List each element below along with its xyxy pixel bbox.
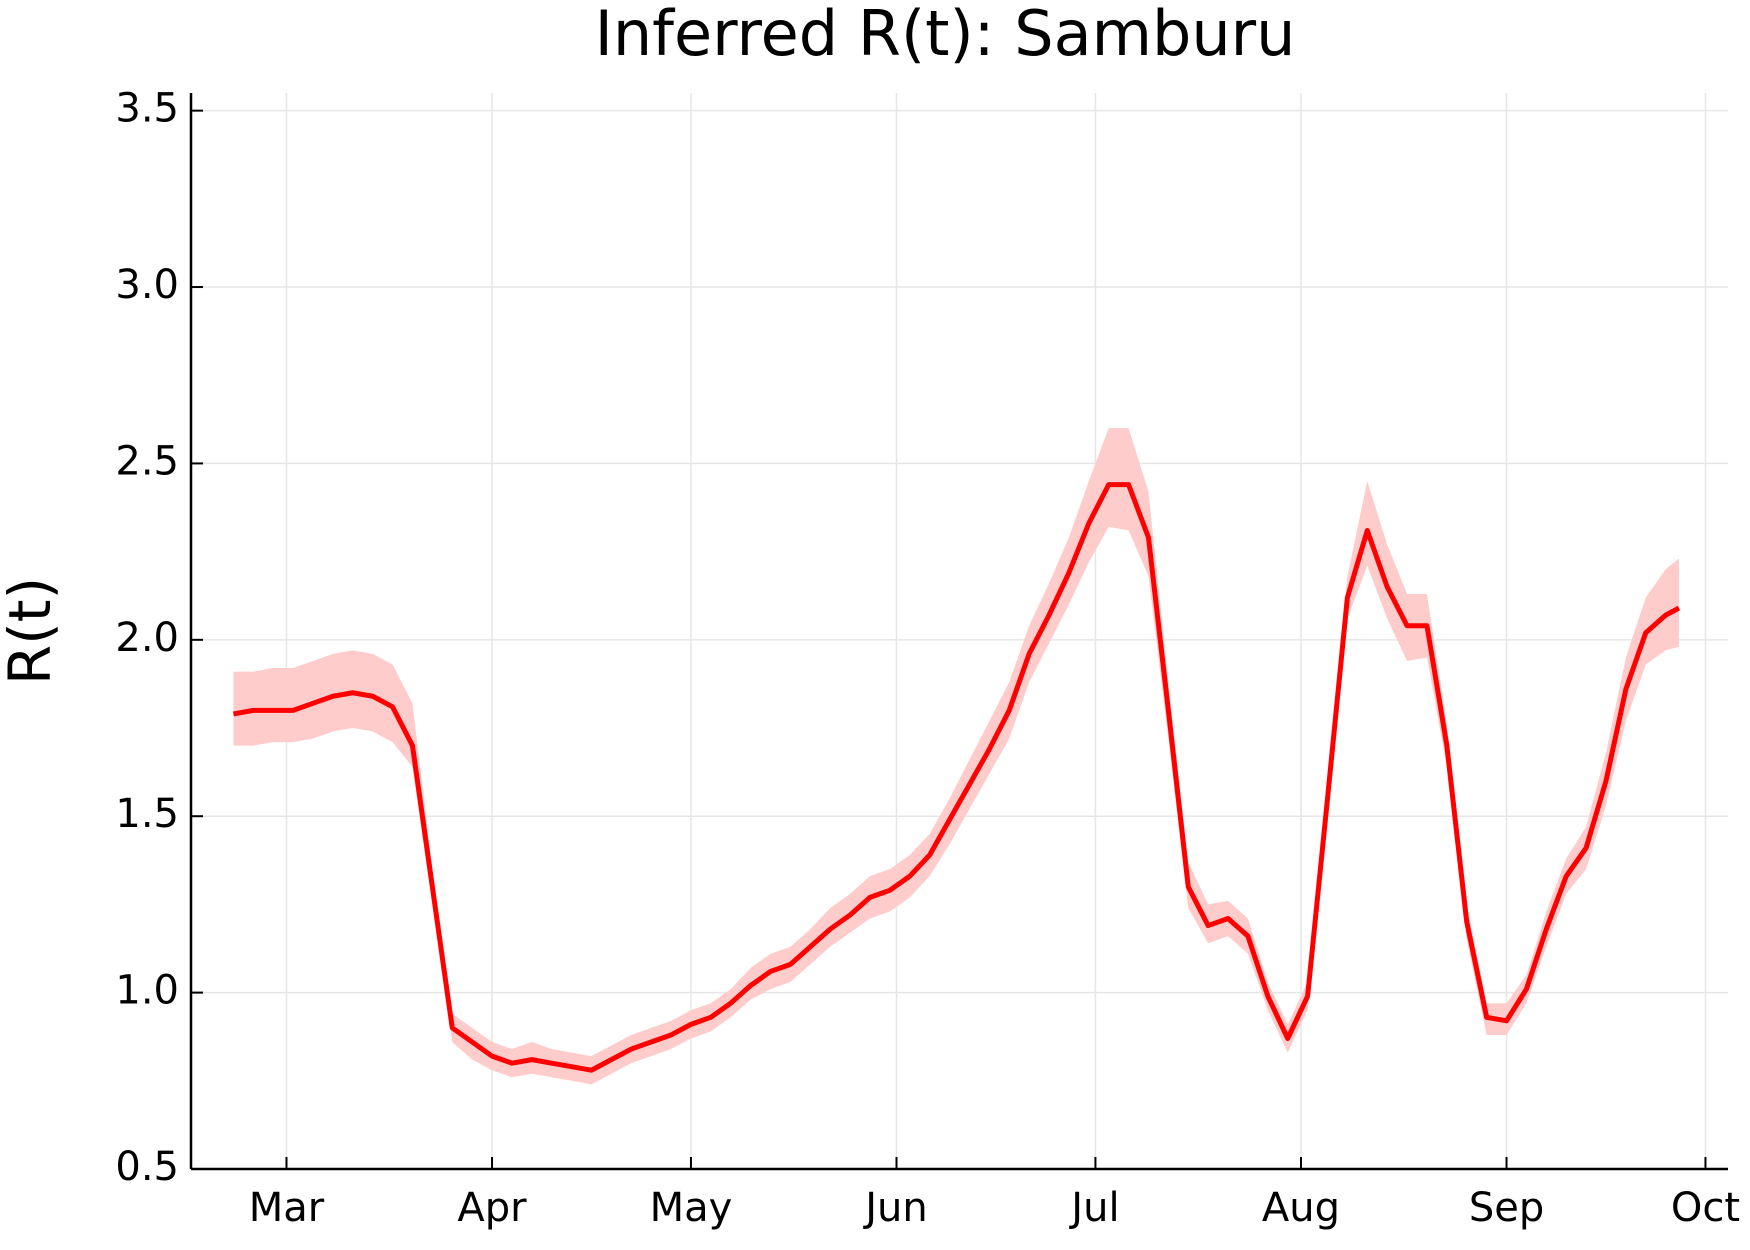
y-axis-label: R(t) xyxy=(0,577,64,685)
x-tick-label: Jun xyxy=(862,1185,928,1231)
y-tick-label: 1.5 xyxy=(115,791,179,837)
x-tick-label: Jul xyxy=(1068,1185,1119,1231)
y-tick-label: 1.0 xyxy=(115,968,179,1014)
y-tick-label: 2.5 xyxy=(115,438,179,484)
chart-title: Inferred R(t): Samburu xyxy=(595,0,1296,70)
line xyxy=(233,482,1681,1073)
x-tick-label: May xyxy=(650,1185,733,1231)
confidence-band xyxy=(233,428,1679,1085)
y-tick-label: 0.5 xyxy=(115,1144,179,1190)
y-tick-label: 3.0 xyxy=(115,262,179,308)
x-tick-label: Mar xyxy=(249,1185,325,1231)
y-tick-label: 2.0 xyxy=(115,615,179,661)
y-tick-label: 3.5 xyxy=(115,86,179,132)
x-tick-label: Oct xyxy=(1671,1185,1740,1231)
x-tick-label: Apr xyxy=(457,1185,527,1231)
x-tick-label: Aug xyxy=(1262,1185,1340,1231)
x-tick-label: Sep xyxy=(1469,1185,1544,1231)
